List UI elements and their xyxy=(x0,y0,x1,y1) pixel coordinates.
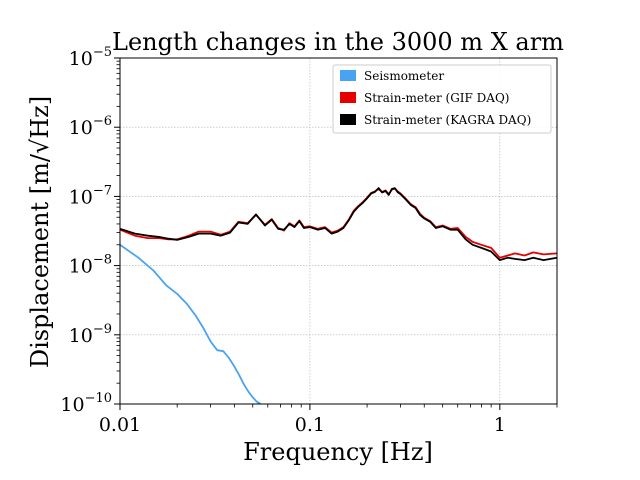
x-tick-label: 1 xyxy=(494,414,506,436)
legend-box xyxy=(332,64,552,134)
y-tick-base: 10 xyxy=(69,48,93,70)
legend-swatch-gif-daq xyxy=(340,92,356,103)
y-tick-exponent: −5 xyxy=(93,45,112,60)
y-tick-label: 10−5 xyxy=(69,45,112,70)
y-tick-exponent: −7 xyxy=(93,183,112,198)
x-tick-label: 0.1 xyxy=(295,414,325,436)
y-tick-exponent: −9 xyxy=(93,322,112,337)
series-line-seismometer xyxy=(120,244,262,404)
legend-swatch-kagra-daq xyxy=(340,114,356,125)
legend-swatch-seismometer xyxy=(340,70,356,81)
y-tick-base: 10 xyxy=(69,117,93,139)
y-tick-label: 10−7 xyxy=(69,183,112,208)
y-tick-label: 10−6 xyxy=(69,114,112,139)
y-tick-label: 10−8 xyxy=(69,253,112,278)
plot-series xyxy=(120,187,557,404)
y-tick-base: 10 xyxy=(69,256,93,278)
legend-label-kagra-daq: Strain-meter (KAGRA DAQ) xyxy=(364,113,531,127)
legend-label-seismometer: Seismometer xyxy=(364,69,444,83)
y-tick-base: 10 xyxy=(69,186,93,208)
y-tick-label: 10−9 xyxy=(69,322,112,347)
plot-frame xyxy=(119,57,558,405)
legend: Seismometer Strain-meter (GIF DAQ) Strai… xyxy=(332,64,552,134)
series-line-strain-meter-kagra-daq xyxy=(120,187,557,262)
series-line-strain-meter-gif-daq xyxy=(120,187,557,259)
y-axis-label: Displacement [m/√Hz] xyxy=(26,96,54,368)
x-axis-label: Frequency [Hz] xyxy=(243,438,433,466)
y-tick-exponent: −6 xyxy=(93,114,112,129)
y-tick-base: 10 xyxy=(69,325,93,347)
y-tick-exponent: −8 xyxy=(93,253,112,268)
chart-title: Length changes in the 3000 m X arm xyxy=(112,28,564,56)
legend-label-gif-daq: Strain-meter (GIF DAQ) xyxy=(364,91,509,105)
y-tick-exponent: −10 xyxy=(85,391,112,406)
x-tick-label: 0.01 xyxy=(99,414,141,436)
y-tick-label: 10−10 xyxy=(60,391,112,416)
y-tick-base: 10 xyxy=(60,394,84,416)
